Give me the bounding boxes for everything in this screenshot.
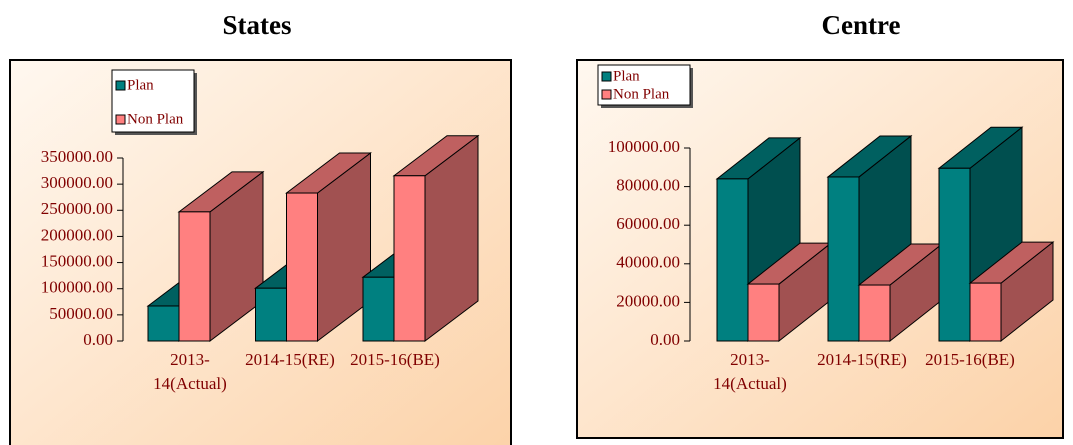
x-tick-label: 2013-14(Actual) [153,350,227,393]
legend-swatch [601,71,612,82]
y-tick-label: 60000.00 [616,214,680,233]
bar [858,284,891,342]
y-tick-label: 80000.00 [616,176,680,195]
legend-swatch [115,114,126,125]
legend [597,64,691,106]
y-tick-label: 100000.00 [608,137,680,156]
legend-swatch [115,80,126,91]
x-tick-label: 2014-15(RE) [245,350,335,369]
bar [969,282,1002,342]
y-tick-label: 200000.00 [41,225,113,244]
legend-swatch [601,89,612,100]
bar [362,276,395,342]
legend-label: Non Plan [613,86,670,102]
y-tick-label: 50000.00 [49,304,113,323]
bar [827,176,860,342]
x-tick-label: 2015-16(BE) [350,350,440,369]
bar [178,211,211,342]
bar [147,305,180,342]
y-tick-label: 20000.00 [616,291,680,310]
y-tick-label: 100000.00 [41,278,113,297]
bar [747,283,780,342]
bar [286,192,318,342]
chart-title: Centre [822,10,901,40]
bar [938,167,971,342]
x-tick-label: 2013-14(Actual) [713,350,787,393]
legend-label: Plan [127,77,154,93]
y-tick-label: 40000.00 [616,253,680,272]
x-tick-label: 2015-16(BE) [925,350,1015,369]
y-tick-label: 0.00 [83,330,113,349]
y-tick-label: 150000.00 [41,251,113,270]
legend-label: Non Plan [127,111,184,127]
x-tick-label: 2014-15(RE) [817,350,907,369]
y-tick-label: 0.00 [650,330,680,349]
y-tick-label: 300000.00 [41,173,113,192]
y-tick-label: 250000.00 [41,199,113,218]
bar [393,175,426,342]
bar [716,178,749,342]
legend [111,69,195,133]
bar [255,287,287,342]
chart-title: States [223,10,292,40]
legend-label: Plan [613,68,640,84]
y-tick-label: 350000.00 [41,147,113,166]
